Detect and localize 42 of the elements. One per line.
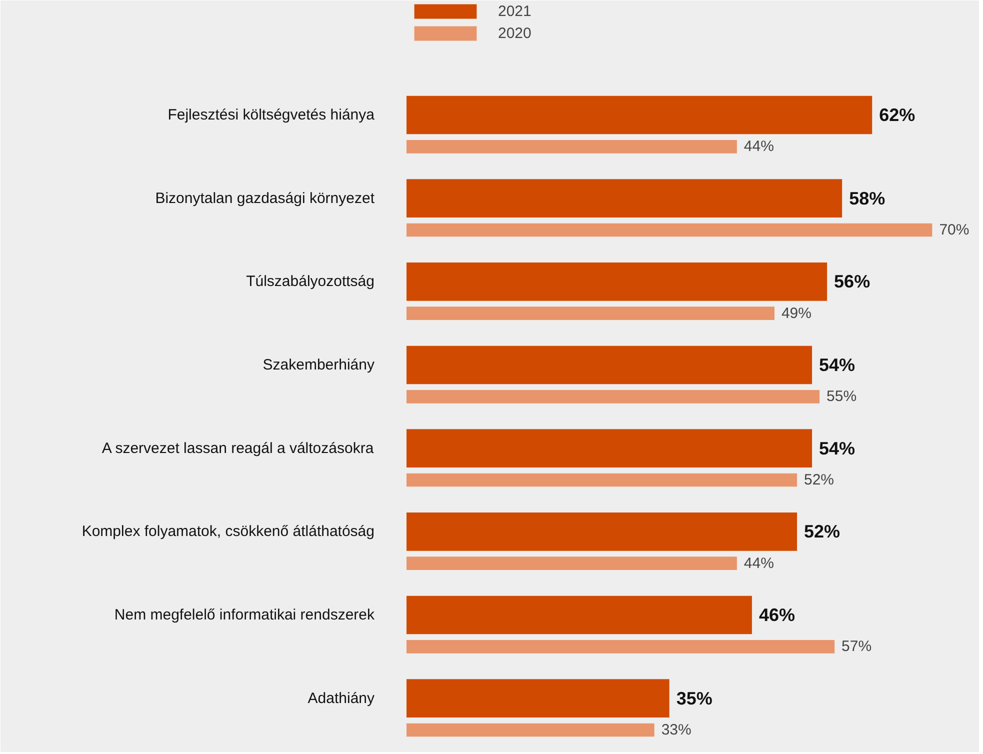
legend-label: 2021: [498, 2, 532, 20]
data-label: 62%: [879, 105, 916, 125]
y-tick-label: Fejlesztési költségvetés hiánya: [168, 106, 376, 124]
bar: [406, 473, 798, 487]
bar: [406, 596, 752, 634]
bar: [406, 96, 872, 134]
bar: [406, 346, 812, 384]
bar: [406, 429, 812, 468]
bar: [406, 306, 774, 320]
data-label: 52%: [804, 472, 834, 488]
y-tick-label: Szakemberhiány: [262, 356, 375, 374]
bar: [406, 556, 737, 570]
bar: [406, 140, 737, 154]
data-label: 33%: [661, 722, 692, 738]
data-label: 54%: [819, 438, 856, 458]
y-tick-label: A szervezet lassan reagál a változásokra: [102, 440, 374, 457]
bar: [406, 679, 670, 718]
data-label: 54%: [819, 355, 856, 375]
data-label: 55%: [826, 388, 857, 406]
y-tick-label: Adathiány: [308, 690, 375, 707]
data-label: 56%: [834, 272, 870, 292]
bar: [406, 512, 798, 551]
y-tick-label: Komplex folyamatok, csökkenő átláthatóság: [82, 523, 375, 540]
y-tick-label: Túlszabályozottság: [246, 273, 375, 290]
data-label: 58%: [849, 188, 886, 208]
bar: [406, 223, 932, 237]
data-label: 46%: [758, 605, 795, 625]
data-label: 70%: [939, 222, 970, 238]
data-label: 35%: [676, 688, 712, 708]
bar: [406, 640, 835, 654]
y-tick-label: Bizonytalan gazdasági környezet: [155, 190, 376, 207]
data-label: 49%: [781, 304, 812, 322]
data-label: 57%: [842, 638, 872, 656]
bar: [406, 390, 820, 404]
data-label: 52%: [804, 522, 840, 542]
legend-label: 2020: [498, 24, 532, 42]
y-tick-label: Nem megfelelő informatikai rendszerek: [114, 606, 375, 624]
data-label: 44%: [744, 138, 774, 156]
bar: [406, 262, 828, 301]
data-label: 44%: [744, 554, 774, 572]
bar: [406, 723, 654, 737]
bar: [406, 179, 842, 218]
